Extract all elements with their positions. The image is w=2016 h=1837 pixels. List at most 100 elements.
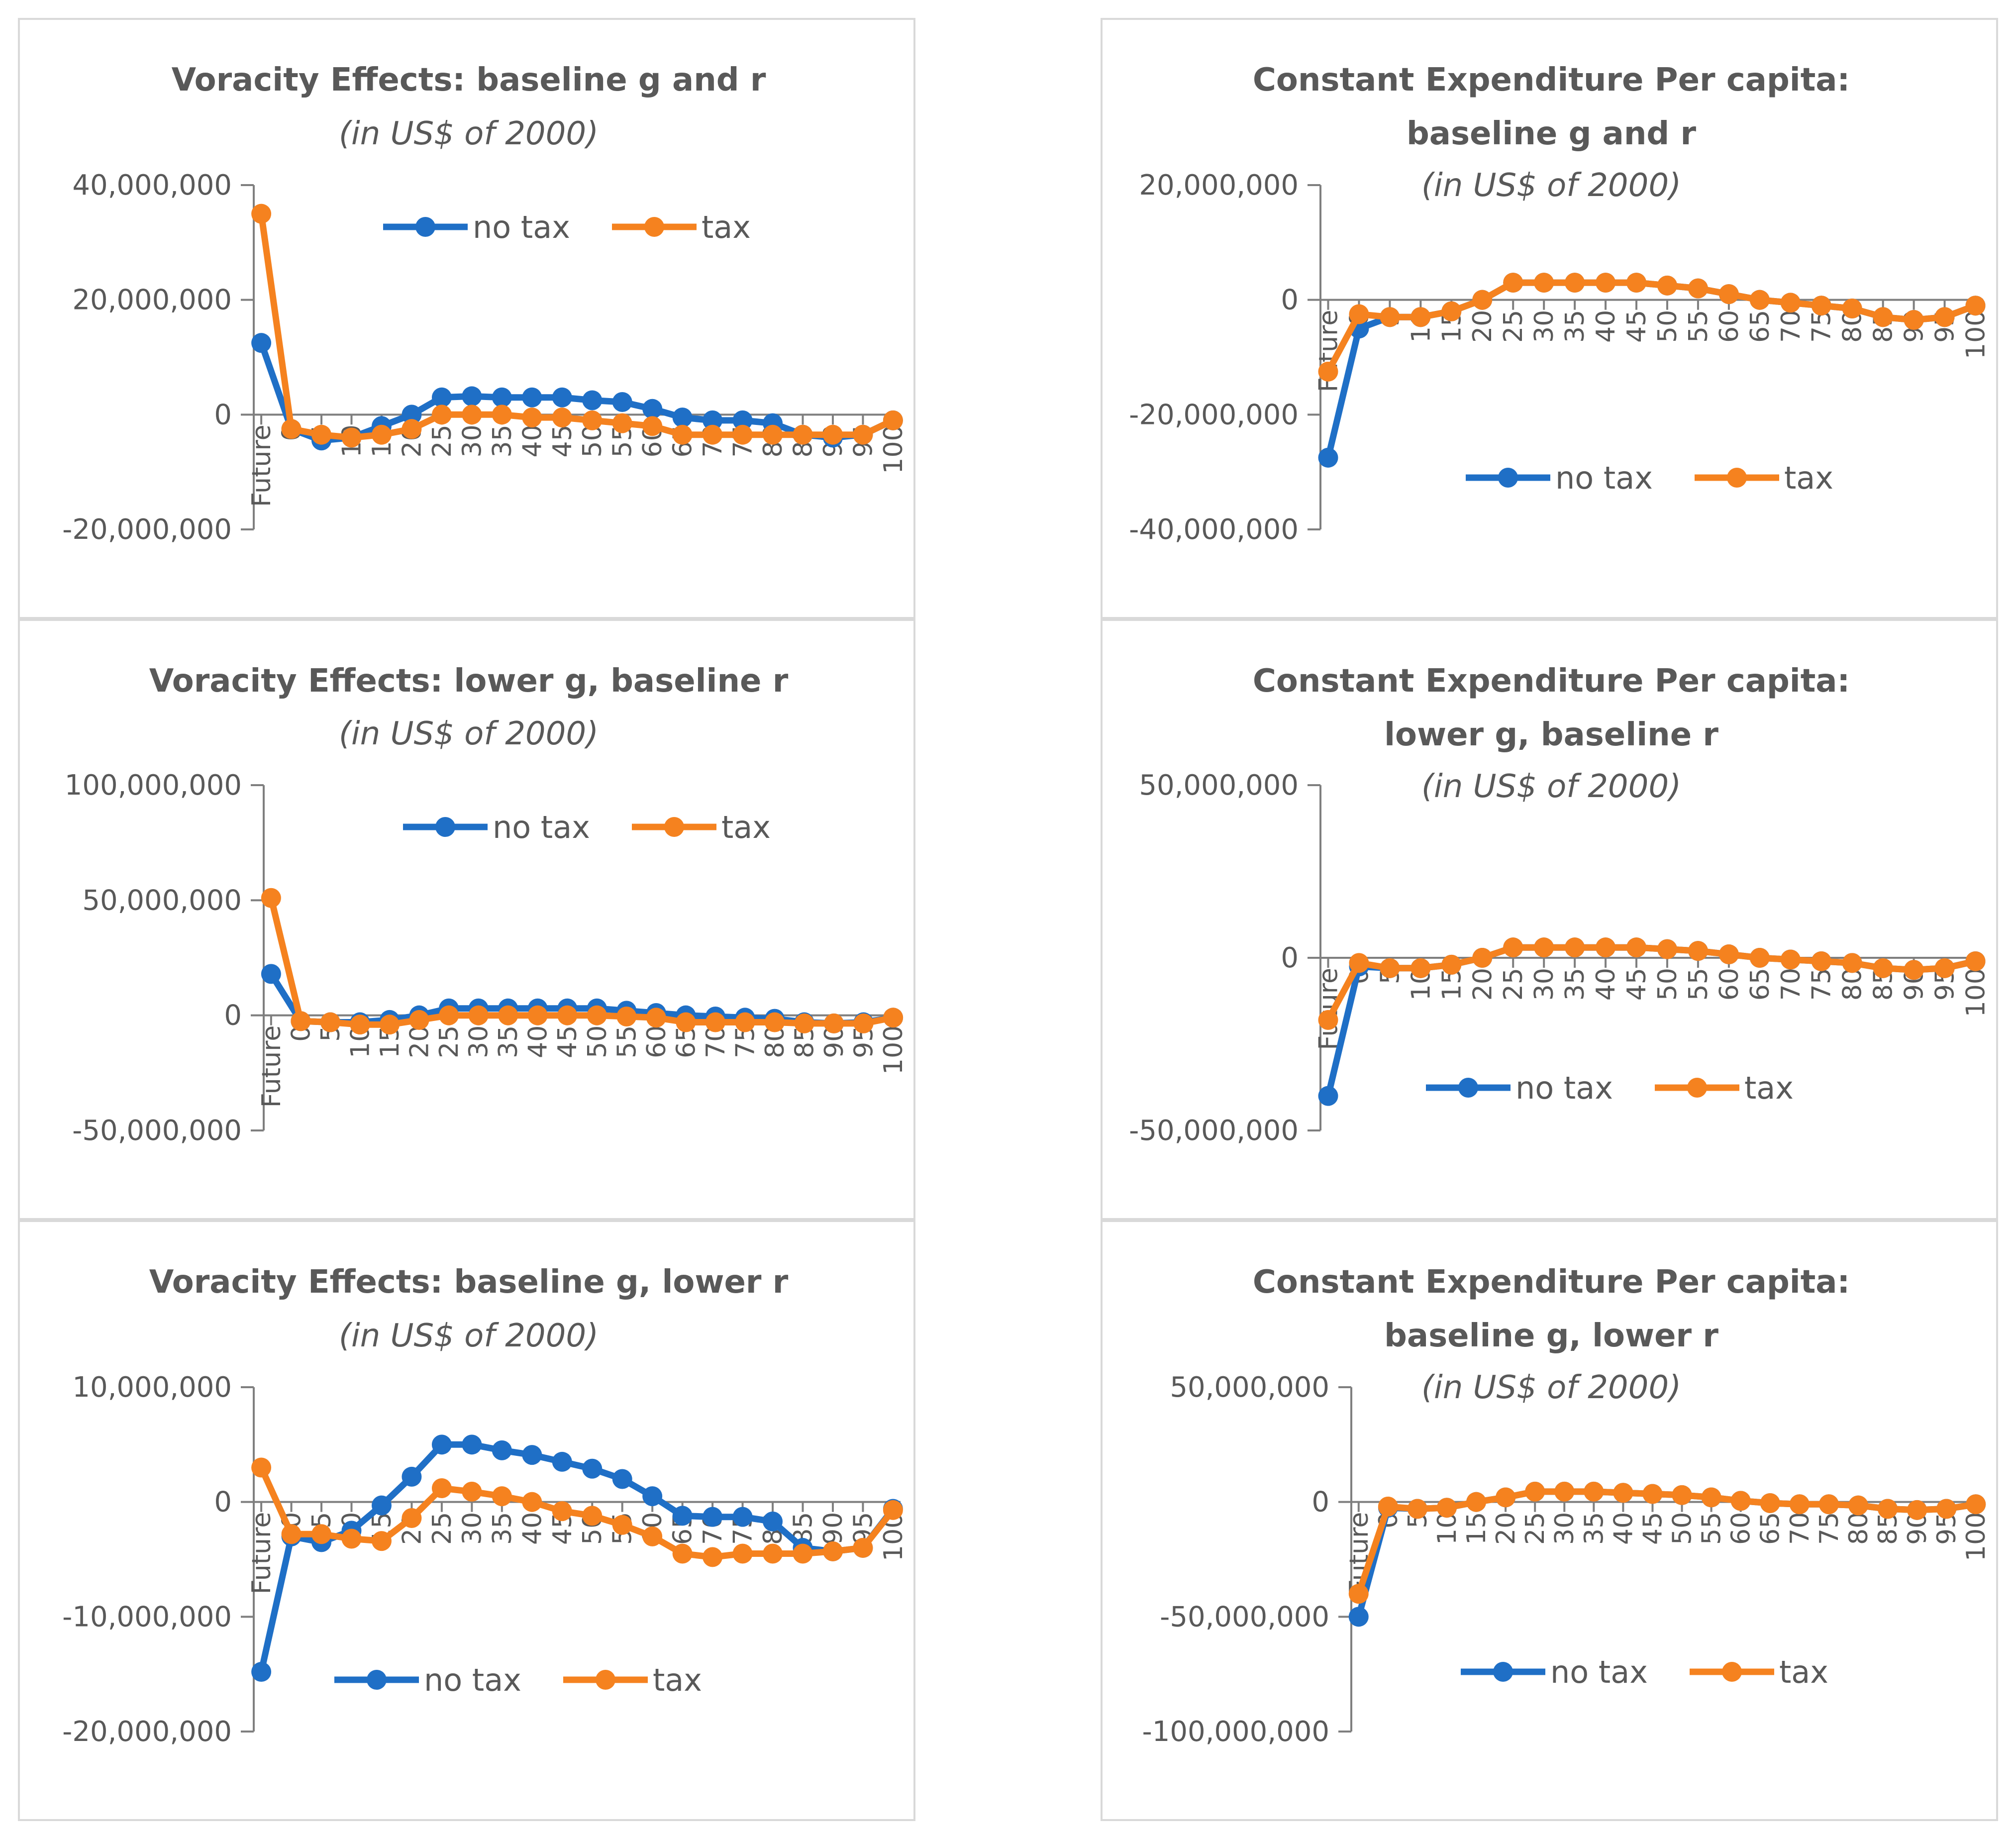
legend-swatch-marker — [644, 217, 664, 237]
data-point — [557, 1005, 578, 1025]
data-point — [703, 1547, 723, 1567]
data-point — [703, 410, 723, 430]
x-tick-label: 35 — [488, 424, 517, 457]
x-tick-label: 30 — [457, 1512, 487, 1545]
x-tick-label: 25 — [427, 424, 457, 457]
data-point — [1407, 1499, 1427, 1519]
y-tick-label: -50,000,000 — [1160, 1601, 1329, 1633]
chart-panel-voracity-lower-r: Voracity Effects: baseline g, lower r (i… — [18, 1220, 915, 1821]
data-point — [291, 1011, 311, 1031]
data-point — [1534, 937, 1554, 958]
data-point — [582, 390, 603, 410]
x-tick-label: 60 — [1726, 1512, 1756, 1545]
data-point — [705, 1012, 725, 1032]
x-tick-label: 30 — [1550, 1512, 1580, 1545]
x-tick-label: 30 — [1529, 968, 1559, 1001]
data-point — [431, 1434, 452, 1455]
x-tick-label: 45 — [548, 424, 578, 457]
data-point — [1472, 948, 1493, 968]
x-tick-label: 60 — [1714, 310, 1744, 343]
data-point — [793, 424, 813, 445]
x-tick-label: 25 — [1520, 1512, 1550, 1545]
x-tick-label: 35 — [494, 1025, 523, 1058]
data-point — [732, 410, 753, 430]
data-point — [1966, 1494, 1986, 1515]
x-tick-label: 15 — [1462, 1512, 1492, 1545]
data-point — [468, 1005, 489, 1025]
chart-svg: Voracity Effects: lower g, baseline r (i… — [65, 663, 908, 1147]
data-point — [642, 416, 663, 436]
data-point — [612, 392, 632, 412]
data-point — [1789, 1494, 1810, 1515]
x-tick-label: 55 — [612, 1025, 642, 1058]
data-point — [883, 1008, 904, 1028]
data-point — [350, 1015, 370, 1035]
data-point — [498, 1005, 518, 1025]
data-point — [1626, 937, 1647, 958]
legend-label: tax — [702, 209, 751, 245]
x-tick-label: 45 — [1638, 1512, 1668, 1545]
data-point — [672, 1506, 693, 1526]
data-point — [251, 1662, 272, 1682]
data-point — [1749, 290, 1770, 310]
y-tick-label: -10,000,000 — [62, 1601, 232, 1633]
legend-label: no tax — [1515, 1070, 1613, 1106]
series-line-no-tax — [258, 1441, 896, 1673]
chart-title-line: Voracity Effects: baseline g and r — [172, 62, 766, 99]
x-tick-label: 55 — [1697, 1512, 1727, 1545]
y-tick-label: 50,000,000 — [82, 884, 242, 917]
series-line-tax — [1355, 1488, 1977, 1595]
data-point — [764, 1012, 785, 1032]
data-point — [341, 1529, 362, 1549]
legend-swatch-marker — [1493, 1662, 1513, 1682]
data-point — [1780, 293, 1801, 313]
x-tick-label: 40 — [517, 424, 547, 457]
data-point — [402, 1466, 422, 1487]
data-point — [646, 1008, 666, 1028]
y-tick-label: 0 — [214, 399, 232, 431]
data-point — [1525, 1481, 1545, 1502]
y-tick-label: 20,000,000 — [1139, 169, 1299, 202]
data-point — [672, 408, 693, 428]
data-point — [794, 1013, 814, 1033]
x-tick-label: 35 — [1560, 310, 1590, 343]
data-point — [883, 1500, 903, 1520]
data-point — [1584, 1481, 1604, 1502]
data-point — [732, 1507, 753, 1527]
chart-subtitle: (in US$ of 2000) — [1421, 768, 1681, 805]
data-point — [1878, 1499, 1898, 1519]
data-point — [1934, 307, 1955, 327]
data-point — [1318, 1010, 1338, 1030]
x-tick-label: 80 — [1844, 1512, 1874, 1545]
x-tick-label: 20 — [405, 1025, 435, 1058]
data-point — [672, 424, 693, 445]
chart-title-line: Constant Expenditure Per capita: — [1253, 1264, 1850, 1301]
data-point — [1441, 301, 1462, 321]
data-point — [552, 1451, 572, 1472]
chart-subtitle: (in US$ of 2000) — [339, 715, 599, 752]
y-tick-label: 50,000,000 — [1170, 1371, 1329, 1404]
data-point — [320, 1012, 340, 1032]
data-point — [371, 424, 392, 445]
data-point — [1818, 1494, 1839, 1515]
data-point — [552, 387, 572, 408]
x-tick-label: 40 — [1609, 1512, 1638, 1545]
data-point — [703, 1507, 723, 1527]
data-point — [642, 1486, 663, 1507]
series-line-no-tax — [258, 342, 895, 444]
x-tick-label: 50 — [583, 1025, 612, 1058]
data-point — [261, 888, 281, 908]
data-point — [522, 387, 542, 408]
chart-subtitle: (in US$ of 2000) — [1421, 1369, 1681, 1406]
x-tick-label: 100 — [1961, 1512, 1991, 1561]
data-point — [1657, 275, 1677, 296]
data-point — [587, 1005, 607, 1025]
data-point — [1642, 1484, 1663, 1504]
data-point — [261, 964, 281, 984]
data-point — [402, 405, 422, 425]
chart-title-line: lower g, baseline r — [1384, 716, 1718, 753]
data-point — [1466, 1492, 1487, 1512]
chart-subtitle: (in US$ of 2000) — [1421, 167, 1681, 204]
data-point — [793, 1543, 813, 1564]
y-tick-label: -20,000,000 — [62, 1716, 232, 1748]
